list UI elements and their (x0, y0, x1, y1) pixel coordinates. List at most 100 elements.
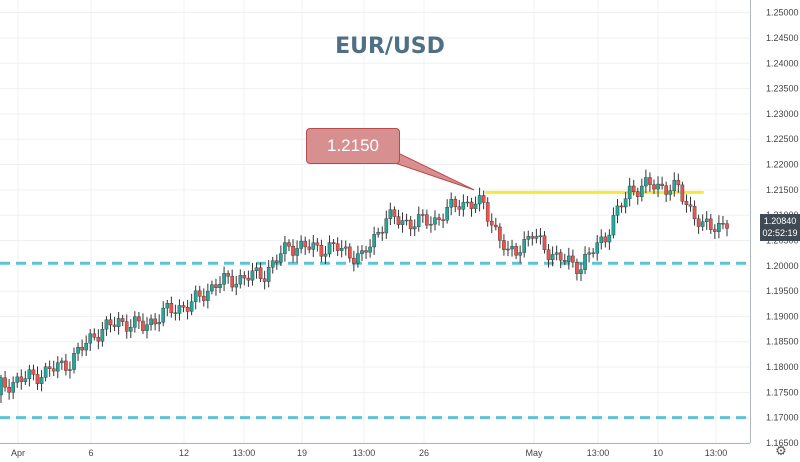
y-tick-label: 1.21500 (766, 185, 799, 195)
candle-down (31, 369, 36, 375)
candle-down (181, 305, 186, 308)
y-tick-label: 1.17500 (766, 387, 799, 397)
candle-down (441, 219, 445, 221)
candle-down (421, 214, 425, 216)
candle-down (307, 246, 312, 250)
last-price-value: 1.20840 (763, 216, 797, 226)
y-tick-label: 1.20000 (766, 261, 799, 271)
candle-down (331, 242, 336, 244)
candle-down (494, 224, 498, 228)
candle-up (672, 180, 677, 191)
candle-up (644, 177, 648, 187)
price-callout[interactable]: 1.2150 (306, 128, 400, 164)
candle-down (335, 243, 340, 251)
candle-down (64, 360, 68, 371)
candle-up (60, 360, 64, 363)
candle-down (680, 184, 685, 202)
candle-down (287, 242, 291, 247)
candle-up (84, 342, 88, 351)
candle-up (583, 254, 587, 270)
candle-down (498, 226, 502, 241)
candle-up (595, 242, 600, 254)
y-tick-label: 1.24000 (766, 58, 799, 68)
candle-down (201, 296, 206, 301)
candle-down (684, 201, 689, 205)
candle-up (717, 222, 721, 232)
candle-down (348, 246, 352, 259)
candle-up (165, 303, 170, 309)
candle-down (453, 199, 458, 207)
candle-down (364, 250, 368, 253)
candle-up (210, 284, 214, 292)
candle-down (575, 262, 579, 274)
candle-up (445, 207, 449, 221)
candle-up (299, 240, 303, 249)
candle-up (295, 248, 299, 256)
candle-down (112, 324, 117, 327)
candle-down (185, 307, 190, 312)
candle-up (522, 239, 527, 253)
candle-up (279, 253, 283, 263)
candle-up (656, 183, 660, 190)
candle-up (133, 316, 137, 328)
candle-up (587, 252, 591, 255)
candle-down (197, 290, 202, 297)
candle-down (457, 206, 462, 210)
candle-up (149, 318, 153, 325)
candle-up (400, 220, 405, 225)
x-tick-label: 13:00 (353, 448, 376, 458)
y-tick-label: 1.19500 (766, 286, 799, 296)
candle-up (429, 223, 433, 226)
x-tick-label: Apr (11, 448, 25, 458)
candle-down (173, 312, 178, 314)
candle-up (615, 205, 620, 216)
candle-up (640, 185, 644, 197)
x-tick-label: 13:00 (587, 448, 610, 458)
y-tick-label: 1.18000 (766, 362, 799, 372)
candle-down (274, 260, 279, 263)
candle-down (481, 195, 486, 203)
gear-icon[interactable]: ⚙ (775, 443, 787, 458)
candle-down (226, 273, 230, 277)
candle-up (404, 219, 409, 222)
candle-up (376, 231, 380, 235)
candle-up (700, 221, 705, 227)
x-tick-label: 10 (653, 448, 663, 458)
y-tick-label: 1.23500 (766, 84, 799, 94)
candle-up (218, 284, 222, 288)
candle-down (169, 303, 174, 313)
candle-up (254, 267, 259, 271)
candle-up (412, 226, 417, 230)
candle-down (514, 246, 518, 256)
candle-down (7, 386, 11, 393)
candle-up (360, 250, 364, 254)
candle-down (108, 319, 113, 326)
candle-up (607, 234, 612, 243)
candle-down (3, 377, 7, 388)
candle-down (562, 260, 567, 262)
candle-up (145, 324, 149, 331)
candle-down (530, 236, 535, 239)
candle-down (660, 183, 664, 186)
candle-up (193, 290, 198, 302)
candle-down (124, 321, 129, 332)
candle-down (352, 257, 356, 264)
candle-down (380, 231, 385, 234)
candle-down (242, 275, 247, 279)
countdown-timer: 02:52:19 (762, 228, 798, 238)
x-tick-label: 13:00 (233, 448, 256, 458)
candle-down (558, 252, 563, 261)
candle-down (51, 368, 56, 372)
candle-down (425, 214, 429, 226)
y-tick-label: 1.24500 (766, 33, 799, 43)
candle-up (526, 236, 531, 240)
candle-up (234, 283, 239, 288)
candle-down (246, 277, 251, 281)
candle-up (189, 301, 194, 312)
candle-up (43, 366, 48, 378)
candle-down (141, 320, 145, 331)
y-tick-label: 1.22000 (766, 160, 799, 170)
candle-up (206, 290, 210, 301)
candle-up (283, 242, 287, 254)
